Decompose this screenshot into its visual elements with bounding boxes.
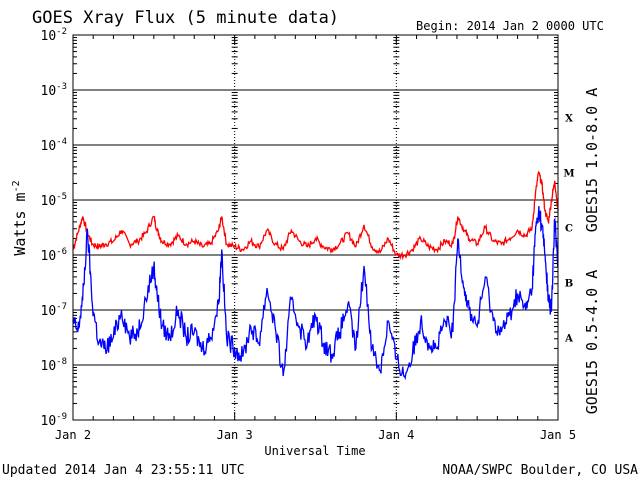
legend-label-long-wave: GOES15 1.0-8.0 A [583, 88, 601, 233]
y-tick-label-exp: -8 [56, 357, 67, 367]
flare-class-label: X [565, 114, 573, 125]
flare-class-labels: X M C B A [563, 114, 574, 345]
y-tick-label: 10-7 [41, 302, 68, 319]
y-tick-label-base: 10 [41, 304, 57, 319]
y-tick-label: 10-8 [41, 357, 68, 374]
y-tick-label-exp: -2 [56, 27, 67, 37]
y-tick-label-exp: -5 [56, 192, 67, 202]
y-tick-label-exp: -6 [56, 247, 67, 257]
grid-lines [73, 35, 558, 420]
y-axis-title-exp: -2 [11, 180, 22, 192]
series-line-short-wave [72, 206, 559, 381]
legend-long-wave: GOES15 1.0-8.0 A [583, 88, 601, 233]
x-tick-label: Jan 5 [540, 428, 576, 442]
y-tick-label-base: 10 [41, 359, 57, 374]
legend-label-short-wave: GOES15 0.5-4.0 A [583, 270, 601, 415]
flare-class-label: A [564, 334, 573, 345]
x-tick-label: Jan 3 [217, 428, 253, 442]
begin-label: Begin: 2014 Jan 2 0000 UTC [416, 19, 604, 33]
flare-class-label: M [563, 169, 574, 180]
x-tick-label: Jan 2 [55, 428, 91, 442]
chart-title: GOES Xray Flux (5 minute data) [32, 8, 339, 28]
y-axis-title: Watts m-2 [11, 180, 29, 255]
x-tick-label: Jan 4 [378, 428, 414, 442]
x-axis-title: Universal Time [264, 444, 365, 458]
flare-class-label: C [565, 224, 573, 235]
y-tick-label: 10-9 [41, 412, 68, 429]
svg-text:Watts m-2: Watts m-2 [11, 180, 29, 255]
y-tick-label-exp: -9 [56, 412, 67, 422]
y-tick-label-exp: -3 [56, 82, 67, 92]
updated-timestamp: Updated 2014 Jan 4 23:55:11 UTC [2, 463, 245, 478]
y-tick-label: 10-5 [41, 192, 68, 209]
y-tick-label: 10-4 [41, 137, 68, 154]
y-tick-label-base: 10 [41, 194, 57, 209]
flare-class-label: B [565, 279, 573, 290]
credit-label: NOAA/SWPC Boulder, CO USA [442, 463, 638, 478]
y-tick-label-base: 10 [41, 414, 57, 429]
y-tick-labels: 10-210-310-410-510-610-710-810-9 [41, 27, 68, 429]
y-tick-label-base: 10 [41, 139, 57, 154]
y-tick-label-base: 10 [41, 84, 57, 99]
y-tick-label: 10-2 [41, 27, 68, 44]
y-tick-label-base: 10 [41, 249, 57, 264]
y-tick-label-exp: -7 [56, 302, 67, 312]
y-tick-label: 10-6 [41, 247, 68, 264]
legend-short-wave: GOES15 0.5-4.0 A [583, 270, 601, 415]
plot-frame [72, 34, 559, 421]
y-tick-label-base: 10 [41, 29, 57, 44]
y-axis-title-base: Watts m [11, 192, 29, 255]
y-tick-label-exp: -4 [56, 137, 67, 147]
y-tick-label: 10-3 [41, 82, 68, 99]
series-line-long-wave [72, 170, 559, 261]
x-tick-labels: Jan 2 Jan 3 Jan 4 Jan 5 [55, 428, 576, 442]
